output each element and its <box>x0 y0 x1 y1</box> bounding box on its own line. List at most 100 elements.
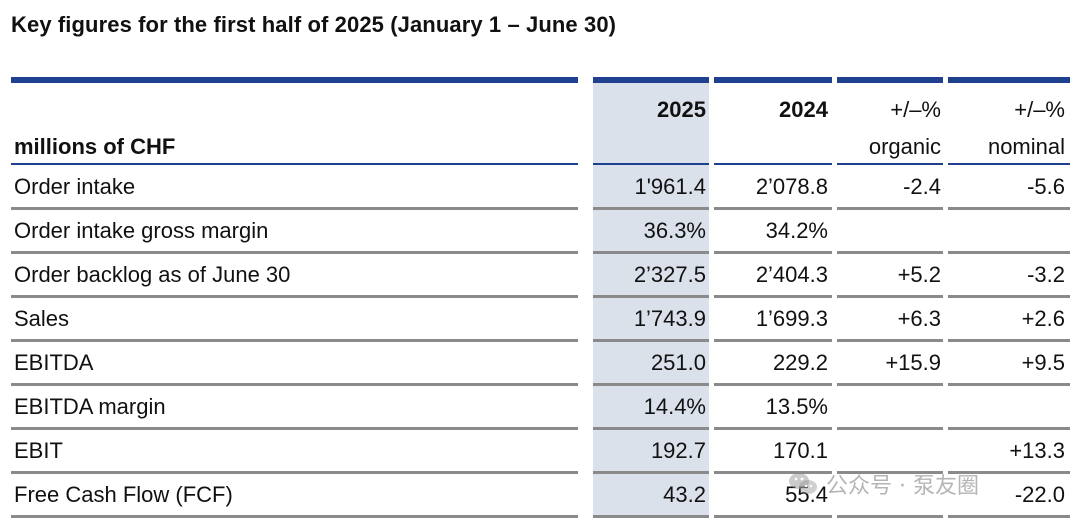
cell-nominal: +13.3 <box>1009 438 1065 463</box>
row-divider <box>837 339 943 342</box>
table-row: EBITDA 251.0 229.2 +15.9 +9.5 <box>0 342 1080 386</box>
header-rule-2024 <box>714 163 832 165</box>
table-row: EBITDA margin 14.4% 13.5% <box>0 386 1080 430</box>
row-divider <box>593 339 709 342</box>
row-label: Order backlog as of June 30 <box>14 262 291 287</box>
table-row: Order backlog as of June 30 2’327.5 2’404.… <box>0 254 1080 298</box>
highlight-column-2025 <box>593 83 709 518</box>
cell-nominal: +2.6 <box>1021 306 1065 331</box>
watermark-text: 公众号 · 泵友圈 <box>826 474 979 499</box>
top-rule-label <box>11 77 578 83</box>
header-rule-nominal <box>948 163 1070 165</box>
row-label: EBIT <box>14 438 63 463</box>
table-row: EBIT 192.7 170.1 +13.3 <box>0 430 1080 474</box>
cell-organic: +15.9 <box>885 350 941 375</box>
header-rule-organic <box>837 163 943 165</box>
row-label: Free Cash Flow (FCF) <box>14 482 233 507</box>
row-divider <box>593 295 709 298</box>
header-2024: 2024 <box>779 97 828 122</box>
row-divider <box>948 339 1070 342</box>
cell-2025: 43.2 <box>663 482 706 507</box>
cell-organic: +6.3 <box>897 306 941 331</box>
cell-2025: 36.3% <box>643 218 706 243</box>
row-divider <box>593 427 709 430</box>
row-divider <box>593 515 709 518</box>
cell-organic <box>837 210 941 252</box>
row-divider <box>11 471 578 474</box>
row-divider <box>837 207 943 210</box>
row-divider <box>948 427 1070 430</box>
header-rule-label <box>11 163 578 165</box>
top-rule-organic <box>837 77 943 83</box>
cell-organic <box>837 430 941 472</box>
row-label: EBITDA margin <box>14 394 166 419</box>
row-divider <box>11 383 578 386</box>
table-row: Sales 1’743.9 1’699.3 +6.3 +2.6 <box>0 298 1080 342</box>
cell-2025: 2’327.5 <box>633 262 706 287</box>
watermark: 公众号 · 泵友圈 <box>788 469 979 499</box>
row-divider <box>714 339 832 342</box>
row-divider <box>714 515 832 518</box>
cell-nominal <box>948 386 1065 428</box>
table-row: Order intake 1'961.4 2’078.8 -2.4 -5.6 <box>0 166 1080 210</box>
cell-2024: 170.1 <box>772 438 828 463</box>
cell-2024: 1’699.3 <box>755 306 828 331</box>
row-divider <box>948 471 1070 474</box>
cell-2024: 34.2% <box>765 218 828 243</box>
row-label: Sales <box>14 306 70 331</box>
cell-nominal: -5.6 <box>1027 174 1065 199</box>
row-divider <box>948 207 1070 210</box>
row-divider <box>837 427 943 430</box>
row-divider <box>11 339 578 342</box>
cell-2025: 192.7 <box>650 438 706 463</box>
header-organic-bottom: organic <box>868 134 941 159</box>
row-divider <box>714 427 832 430</box>
cell-organic <box>837 386 941 428</box>
table-row: Free Cash Flow (FCF) 43.2 55.4 -22.0 <box>0 474 1080 518</box>
row-divider <box>11 207 578 210</box>
cell-2025: 1'961.4 <box>634 174 707 199</box>
row-divider <box>11 251 578 254</box>
header-2025: 2025 <box>657 97 706 122</box>
row-label: Order intake <box>14 174 136 199</box>
cell-nominal <box>948 210 1065 252</box>
cell-nominal: -22.0 <box>1014 482 1065 507</box>
row-divider <box>11 427 578 430</box>
cell-2025: 1’743.9 <box>633 306 706 331</box>
wechat-icon <box>788 471 818 497</box>
row-divider <box>714 383 832 386</box>
row-divider <box>11 515 578 518</box>
cell-2024: 13.5% <box>765 394 828 419</box>
row-divider <box>593 207 709 210</box>
row-divider <box>837 471 943 474</box>
row-divider <box>837 295 943 298</box>
row-divider <box>714 251 832 254</box>
row-divider <box>948 295 1070 298</box>
header-nominal-top: +/–% <box>1014 97 1065 122</box>
cell-2024: 2’078.8 <box>755 174 828 199</box>
row-divider <box>948 383 1070 386</box>
row-divider <box>837 383 943 386</box>
row-divider <box>837 251 943 254</box>
row-divider <box>593 251 709 254</box>
cell-nominal: -3.2 <box>1027 262 1065 287</box>
header-nominal-bottom: nominal <box>987 134 1065 159</box>
cell-2024: 229.2 <box>772 350 828 375</box>
cell-organic: -2.4 <box>903 174 941 199</box>
row-divider <box>714 471 832 474</box>
header-organic-top: +/–% <box>890 97 941 122</box>
cell-organic: +5.2 <box>897 262 941 287</box>
header-label-column: millions of CHF <box>14 134 176 159</box>
row-divider <box>714 207 832 210</box>
row-divider <box>714 295 832 298</box>
row-divider <box>11 295 578 298</box>
row-label: Order intake gross margin <box>14 218 269 243</box>
header-rule-2025 <box>593 163 709 165</box>
row-divider <box>948 515 1070 518</box>
row-label: EBITDA <box>14 350 94 375</box>
cell-nominal: +9.5 <box>1021 350 1065 375</box>
top-rule-nominal <box>948 77 1070 83</box>
top-rule-2024 <box>714 77 832 83</box>
cell-2025: 14.4% <box>643 394 706 419</box>
page-title: Key figures for the first half of 2025 (… <box>11 12 617 37</box>
